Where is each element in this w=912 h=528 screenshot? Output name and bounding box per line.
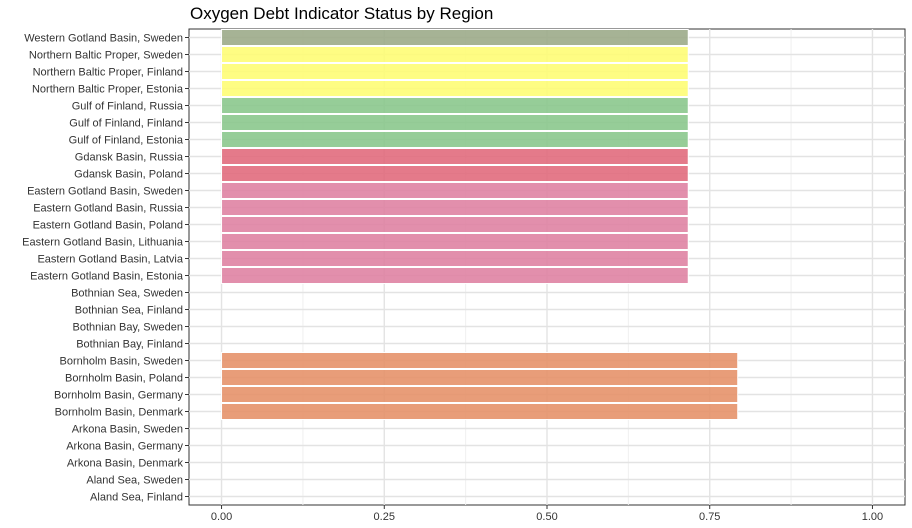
y-tick-label: Bothnian Sea, Sweden [71, 288, 183, 300]
y-tick-label: Northern Baltic Proper, Estonia [32, 84, 184, 96]
bar [221, 165, 689, 182]
bar [221, 63, 689, 80]
bar [221, 97, 689, 114]
y-tick-label: Gulf of Finland, Russia [72, 101, 184, 113]
x-tick-label: 0.75 [699, 511, 720, 523]
chart-title: Oxygen Debt Indicator Status by Region [190, 4, 494, 23]
bar [221, 182, 689, 199]
y-tick-label: Western Gotland Basin, Sweden [24, 33, 183, 45]
bar [221, 369, 739, 386]
y-tick-label: Eastern Gotland Basin, Poland [33, 220, 183, 232]
y-tick-labels: Western Gotland Basin, Sweden Northern Ba… [22, 33, 184, 504]
x-tick-label: 1.00 [862, 511, 883, 523]
y-tick-label: Eastern Gotland Basin, Latvia [37, 254, 183, 266]
y-tick-label: Gdansk Basin, Poland [74, 169, 183, 181]
y-tick-label: Northern Baltic Proper, Sweden [29, 50, 183, 62]
bar [221, 267, 689, 284]
y-tick-label: Gulf of Finland, Finland [69, 118, 183, 130]
y-tick-label: Aland Sea, Sweden [86, 475, 183, 487]
bar [221, 114, 689, 131]
bar [221, 352, 739, 369]
bar [221, 29, 689, 46]
y-tick-label: Arkona Basin, Germany [66, 441, 183, 453]
bar [221, 216, 689, 233]
x-tick-label: 0.25 [374, 511, 395, 523]
bar [221, 233, 689, 250]
y-tick-label: Arkona Basin, Sweden [72, 424, 183, 436]
y-tick-label: Bothnian Bay, Sweden [73, 322, 183, 334]
bar [221, 148, 689, 165]
y-tick-label: Bornholm Basin, Denmark [55, 407, 184, 419]
y-tick-label: Eastern Gotland Basin, Lithuania [22, 237, 184, 249]
y-tick-label: Bornholm Basin, Poland [65, 373, 183, 385]
y-tick-label: Bothnian Bay, Finland [76, 339, 183, 351]
x-tick-labels: 0.00 0.25 0.50 0.75 1.00 [211, 511, 883, 523]
bar [221, 250, 689, 267]
y-tick-label: Eastern Gotland Basin, Russia [33, 203, 184, 215]
x-tick-label: 0.50 [536, 511, 557, 523]
bar [221, 403, 739, 420]
x-tick-label: 0.00 [211, 511, 232, 523]
y-tick-label: Eastern Gotland Basin, Estonia [30, 271, 184, 283]
y-tick-label: Bornholm Basin, Germany [54, 390, 183, 402]
bar [221, 46, 689, 63]
y-tick-label: Northern Baltic Proper, Finland [33, 67, 183, 79]
y-tick-label: Bothnian Sea, Finland [75, 305, 183, 317]
bar [221, 80, 689, 97]
y-tick-label: Eastern Gotland Basin, Sweden [27, 186, 183, 198]
y-tick-label: Arkona Basin, Denmark [67, 458, 184, 470]
y-tick-label: Bornholm Basin, Sweden [59, 356, 183, 368]
bar [221, 199, 689, 216]
y-tick-label: Aland Sea, Finland [90, 492, 183, 504]
y-tick-label: Gdansk Basin, Russia [75, 152, 184, 164]
y-tick-label: Gulf of Finland, Estonia [69, 135, 184, 147]
bar [221, 386, 739, 403]
bar [221, 131, 689, 148]
bars [221, 29, 739, 420]
